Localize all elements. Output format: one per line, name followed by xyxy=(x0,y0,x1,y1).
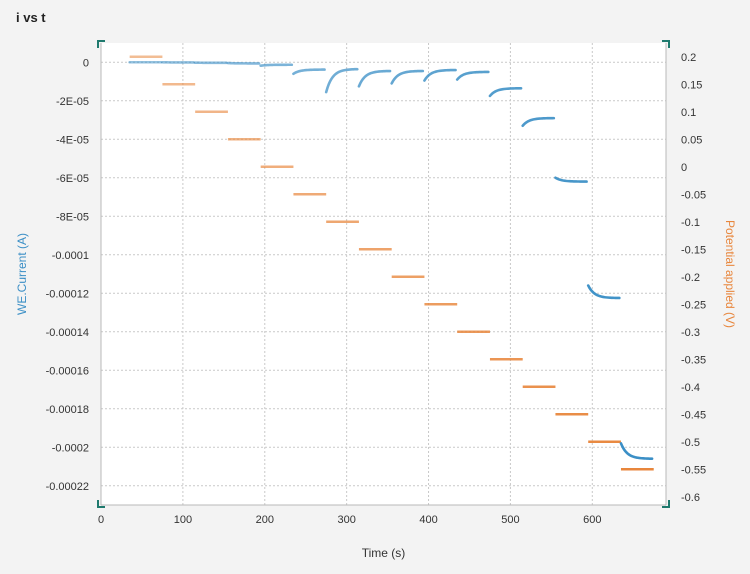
current-step xyxy=(390,69,425,85)
corner-marker xyxy=(97,40,105,48)
y-right-tick-label: -0.4 xyxy=(681,382,700,394)
plot-area xyxy=(101,43,666,505)
x-tick-label: 0 xyxy=(98,514,104,526)
x-tick-label: 300 xyxy=(337,514,355,526)
y-right-tick-label: 0.05 xyxy=(681,134,702,146)
y-right-tick-label: -0.2 xyxy=(681,272,700,284)
current-step xyxy=(619,442,654,460)
y-right-tick-label: 0 xyxy=(681,162,687,174)
y-right-tick-label: -0.6 xyxy=(681,492,700,504)
x-tick-label: 600 xyxy=(583,514,601,526)
y-left-tick-label: -0.0002 xyxy=(52,442,89,454)
y-left-tick-label: -0.00016 xyxy=(46,365,89,377)
corner-marker xyxy=(662,40,670,48)
current-step xyxy=(488,86,523,98)
current-step xyxy=(259,63,294,68)
y-right-tick-label: 0.2 xyxy=(681,52,696,64)
corner-marker xyxy=(662,500,670,508)
current-step xyxy=(357,69,392,88)
y-left-tick-label: -8E-05 xyxy=(56,211,89,223)
y-axis-label-left: WE.Current (A) xyxy=(15,233,29,315)
y-left-tick-label: -0.00012 xyxy=(46,288,89,300)
x-tick-label: 500 xyxy=(501,514,519,526)
x-axis-label: Time (s) xyxy=(362,546,406,560)
y-left-tick-label: -6E-05 xyxy=(56,173,89,185)
y-right-tick-label: -0.3 xyxy=(681,327,700,339)
x-tick-label: 200 xyxy=(256,514,274,526)
x-tick-label: 100 xyxy=(174,514,192,526)
current-step xyxy=(586,284,621,300)
y-right-tick-label: -0.5 xyxy=(681,437,700,449)
corner-marker xyxy=(97,500,105,508)
y-right-tick-label: 0.1 xyxy=(681,107,696,119)
current-step xyxy=(455,70,490,81)
current-step xyxy=(554,176,588,183)
y-left-tick-label: -0.00018 xyxy=(46,404,89,416)
y-right-tick-label: -0.15 xyxy=(681,244,706,256)
y-right-tick-label: -0.35 xyxy=(681,354,706,366)
y-right-tick-label: 0.15 xyxy=(681,79,702,91)
y-right-tick-label: -0.05 xyxy=(681,189,706,201)
current-step xyxy=(292,68,326,76)
y-right-tick-label: -0.1 xyxy=(681,217,700,229)
y-axis-label-right: Potential applied (V) xyxy=(723,220,737,328)
current-step xyxy=(324,67,359,94)
y-left-tick-label: 0 xyxy=(83,57,89,69)
y-left-tick-label: -4E-05 xyxy=(56,134,89,146)
current-step xyxy=(521,116,556,128)
y-left-tick-label: -0.00022 xyxy=(46,481,89,493)
chart-title: i vs t xyxy=(16,10,46,25)
y-left-tick-label: -0.00014 xyxy=(46,327,89,339)
y-left-tick-label: -0.0001 xyxy=(52,250,89,262)
y-right-tick-label: -0.45 xyxy=(681,409,706,421)
y-right-tick-label: -0.55 xyxy=(681,464,706,476)
current-step xyxy=(423,68,457,82)
x-tick-label: 400 xyxy=(419,514,437,526)
y-right-tick-label: -0.25 xyxy=(681,299,706,311)
y-left-tick-label: -2E-05 xyxy=(56,96,89,108)
